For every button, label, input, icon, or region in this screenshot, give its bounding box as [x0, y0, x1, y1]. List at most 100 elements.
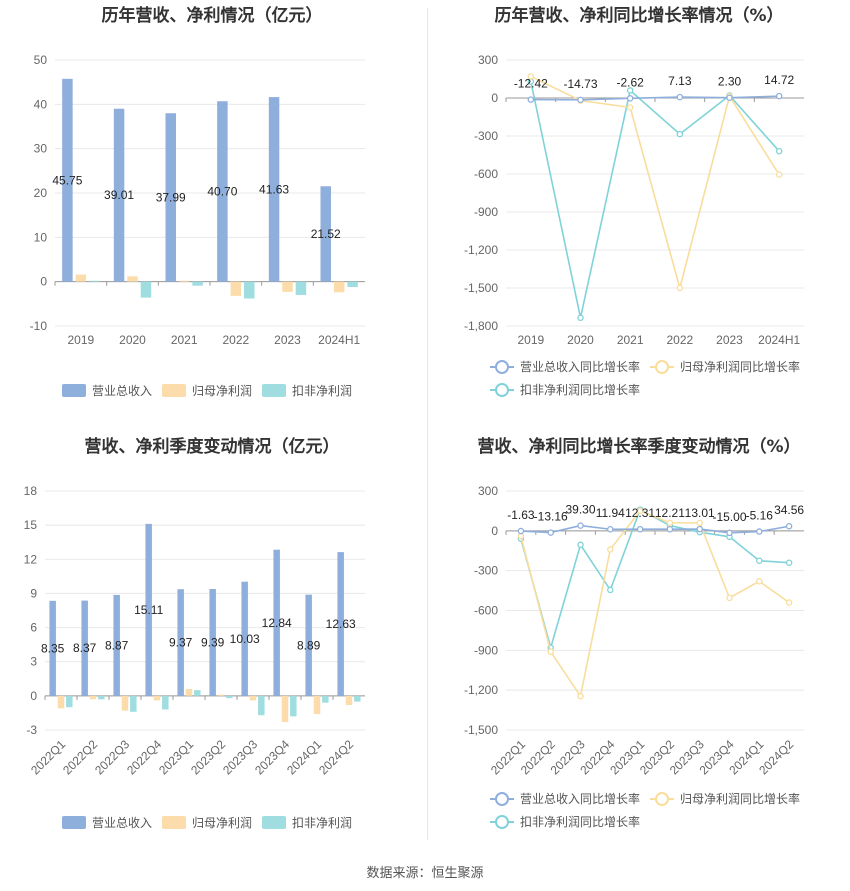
bar-data-label: 21.52 [311, 227, 341, 241]
y-tick-label: -1,800 [464, 319, 498, 333]
bar-parent-net-profit [282, 281, 293, 292]
bar-data-label: 8.89 [297, 638, 321, 652]
series-point [626, 95, 634, 102]
legend-label: 扣非净利润同比增长率 [520, 382, 640, 397]
series-point [607, 546, 614, 553]
y-tick-label: 3 [30, 655, 37, 669]
legend-marker [495, 360, 509, 374]
x-tick-label: 2022 [222, 333, 249, 347]
legend-marker [495, 792, 509, 806]
bar-revenue [145, 523, 152, 696]
y-tick-label: -1,500 [464, 281, 498, 295]
bar-parent-net-profit [313, 695, 321, 715]
bar-parent-net-profit [230, 281, 242, 296]
annual-values-svg: 历年营收、净利情况（亿元） 50 40 30 20 10 0 -10 2019 2020 2021 2… [30, 5, 365, 398]
x-tick-label: 2024Q1 [284, 737, 324, 777]
bar-data-label: 37.99 [156, 190, 186, 204]
legend-swatch [162, 816, 186, 829]
legend-label: 扣非净利润 [292, 384, 352, 398]
chart-title: 营收、净利季度变动情况（亿元） [85, 436, 340, 457]
series-line-revenue [520, 524, 790, 534]
legend-label: 归母净利润 [192, 384, 252, 398]
series-point [785, 522, 793, 530]
x-tick-label: 2021 [171, 333, 198, 347]
quarterly-growth-svg: 营收、净利同比增长率季度变动情况（%） 300 0 -300 -600 -900 -1,20… [464, 436, 804, 829]
bar-parent-net-profit [178, 280, 190, 282]
series-point [636, 525, 644, 533]
line-data-label: -12.42 [514, 77, 548, 91]
bar-deducted-net-profit [295, 281, 307, 295]
y-tick-label: 40 [34, 97, 48, 111]
bar-data-label: 39.01 [104, 188, 134, 202]
bar-revenue [209, 588, 216, 696]
series-point [666, 525, 674, 533]
data-source-label: 数据来源：恒生聚源 [366, 865, 484, 880]
y-tick-label: -1,200 [464, 683, 498, 697]
y-tick-label: 18 [24, 484, 38, 498]
legend-swatch [162, 384, 186, 397]
y-tick-label: -300 [474, 129, 498, 143]
y-tick-label: 300 [478, 53, 498, 67]
series-point [626, 87, 634, 94]
bar-data-label: 41.63 [259, 182, 289, 196]
y-tick-label: 12 [24, 552, 38, 566]
legend-marker [655, 792, 669, 806]
series-point [756, 528, 763, 535]
annual-growth-svg: 历年营收、净利同比增长率情况（%） 300 0 -300 -600 -900 -1,200 -… [464, 5, 804, 397]
legend-label: 营业总收入同比增长率 [520, 359, 640, 374]
series-point [626, 104, 634, 111]
chart-title: 营收、净利同比增长率季度变动情况（%） [477, 436, 800, 457]
series-line-revenue [530, 95, 780, 101]
x-tick-label: 2023Q3 [220, 737, 260, 777]
bar-deducted-net-profit [89, 280, 100, 282]
legend-label: 营业总收入 [92, 816, 152, 830]
bar-deducted-net-profit [347, 281, 358, 287]
series-line-parent-net-profit [530, 75, 780, 292]
quarterly-growth-chart: 营收、净利同比增长率季度变动情况（%） 300 0 -300 -600 -900 -1,20… [428, 428, 850, 848]
line-data-label: 39.30 [565, 503, 595, 517]
x-tick-label: 2022Q2 [60, 737, 100, 777]
bar-revenue [113, 108, 125, 282]
y-tick-label: -600 [474, 167, 498, 181]
bar-data-label: 12.84 [262, 616, 292, 630]
bar-revenue [241, 581, 248, 696]
legend-label: 扣非净利润同比增长率 [520, 814, 640, 829]
line-data-label: 11.94 [596, 506, 625, 520]
x-tick-label: 2022Q4 [124, 737, 164, 777]
bar-data-label: 15.11 [134, 603, 163, 617]
bar-parent-net-profit [217, 694, 225, 696]
series-point [577, 692, 584, 700]
x-tick-label: 2024H1 [318, 333, 360, 347]
series-point [577, 522, 584, 529]
bar-deducted-net-profit [194, 690, 201, 696]
bar-deducted-net-profit [162, 695, 169, 710]
bar-deducted-net-profit [192, 281, 203, 286]
series-point [726, 94, 733, 101]
series-point [726, 529, 733, 537]
bar-data-label: 45.75 [52, 173, 82, 187]
x-tick-label: 2022 [666, 333, 693, 347]
bar-deducted-net-profit [290, 695, 297, 717]
bar-deducted-net-profit [258, 695, 265, 716]
y-tick-label: 0 [30, 689, 37, 703]
series-point [726, 594, 733, 602]
line-data-label: 13.01 [685, 506, 715, 520]
series-point [607, 586, 614, 594]
series-point [577, 314, 584, 322]
bar-parent-net-profit [89, 695, 97, 700]
legend-label: 扣非净利润 [292, 816, 352, 830]
series-point [577, 96, 584, 104]
y-tick-label: 30 [34, 142, 48, 156]
series-point [547, 529, 554, 536]
bar-parent-net-profit [185, 689, 193, 696]
x-tick-label: 2022Q1 [28, 737, 68, 777]
x-tick-label: 2023Q2 [188, 737, 228, 777]
chart-title: 历年营收、净利情况（亿元） [102, 5, 323, 26]
line-data-label: 14.72 [764, 73, 794, 87]
line-data-label: -15.00 [712, 510, 746, 524]
bar-deducted-net-profit [98, 695, 105, 700]
series-point [676, 130, 684, 138]
bar-revenue [62, 78, 73, 282]
bar-deducted-net-profit [66, 695, 73, 708]
line-data-label: 34.56 [774, 503, 804, 517]
